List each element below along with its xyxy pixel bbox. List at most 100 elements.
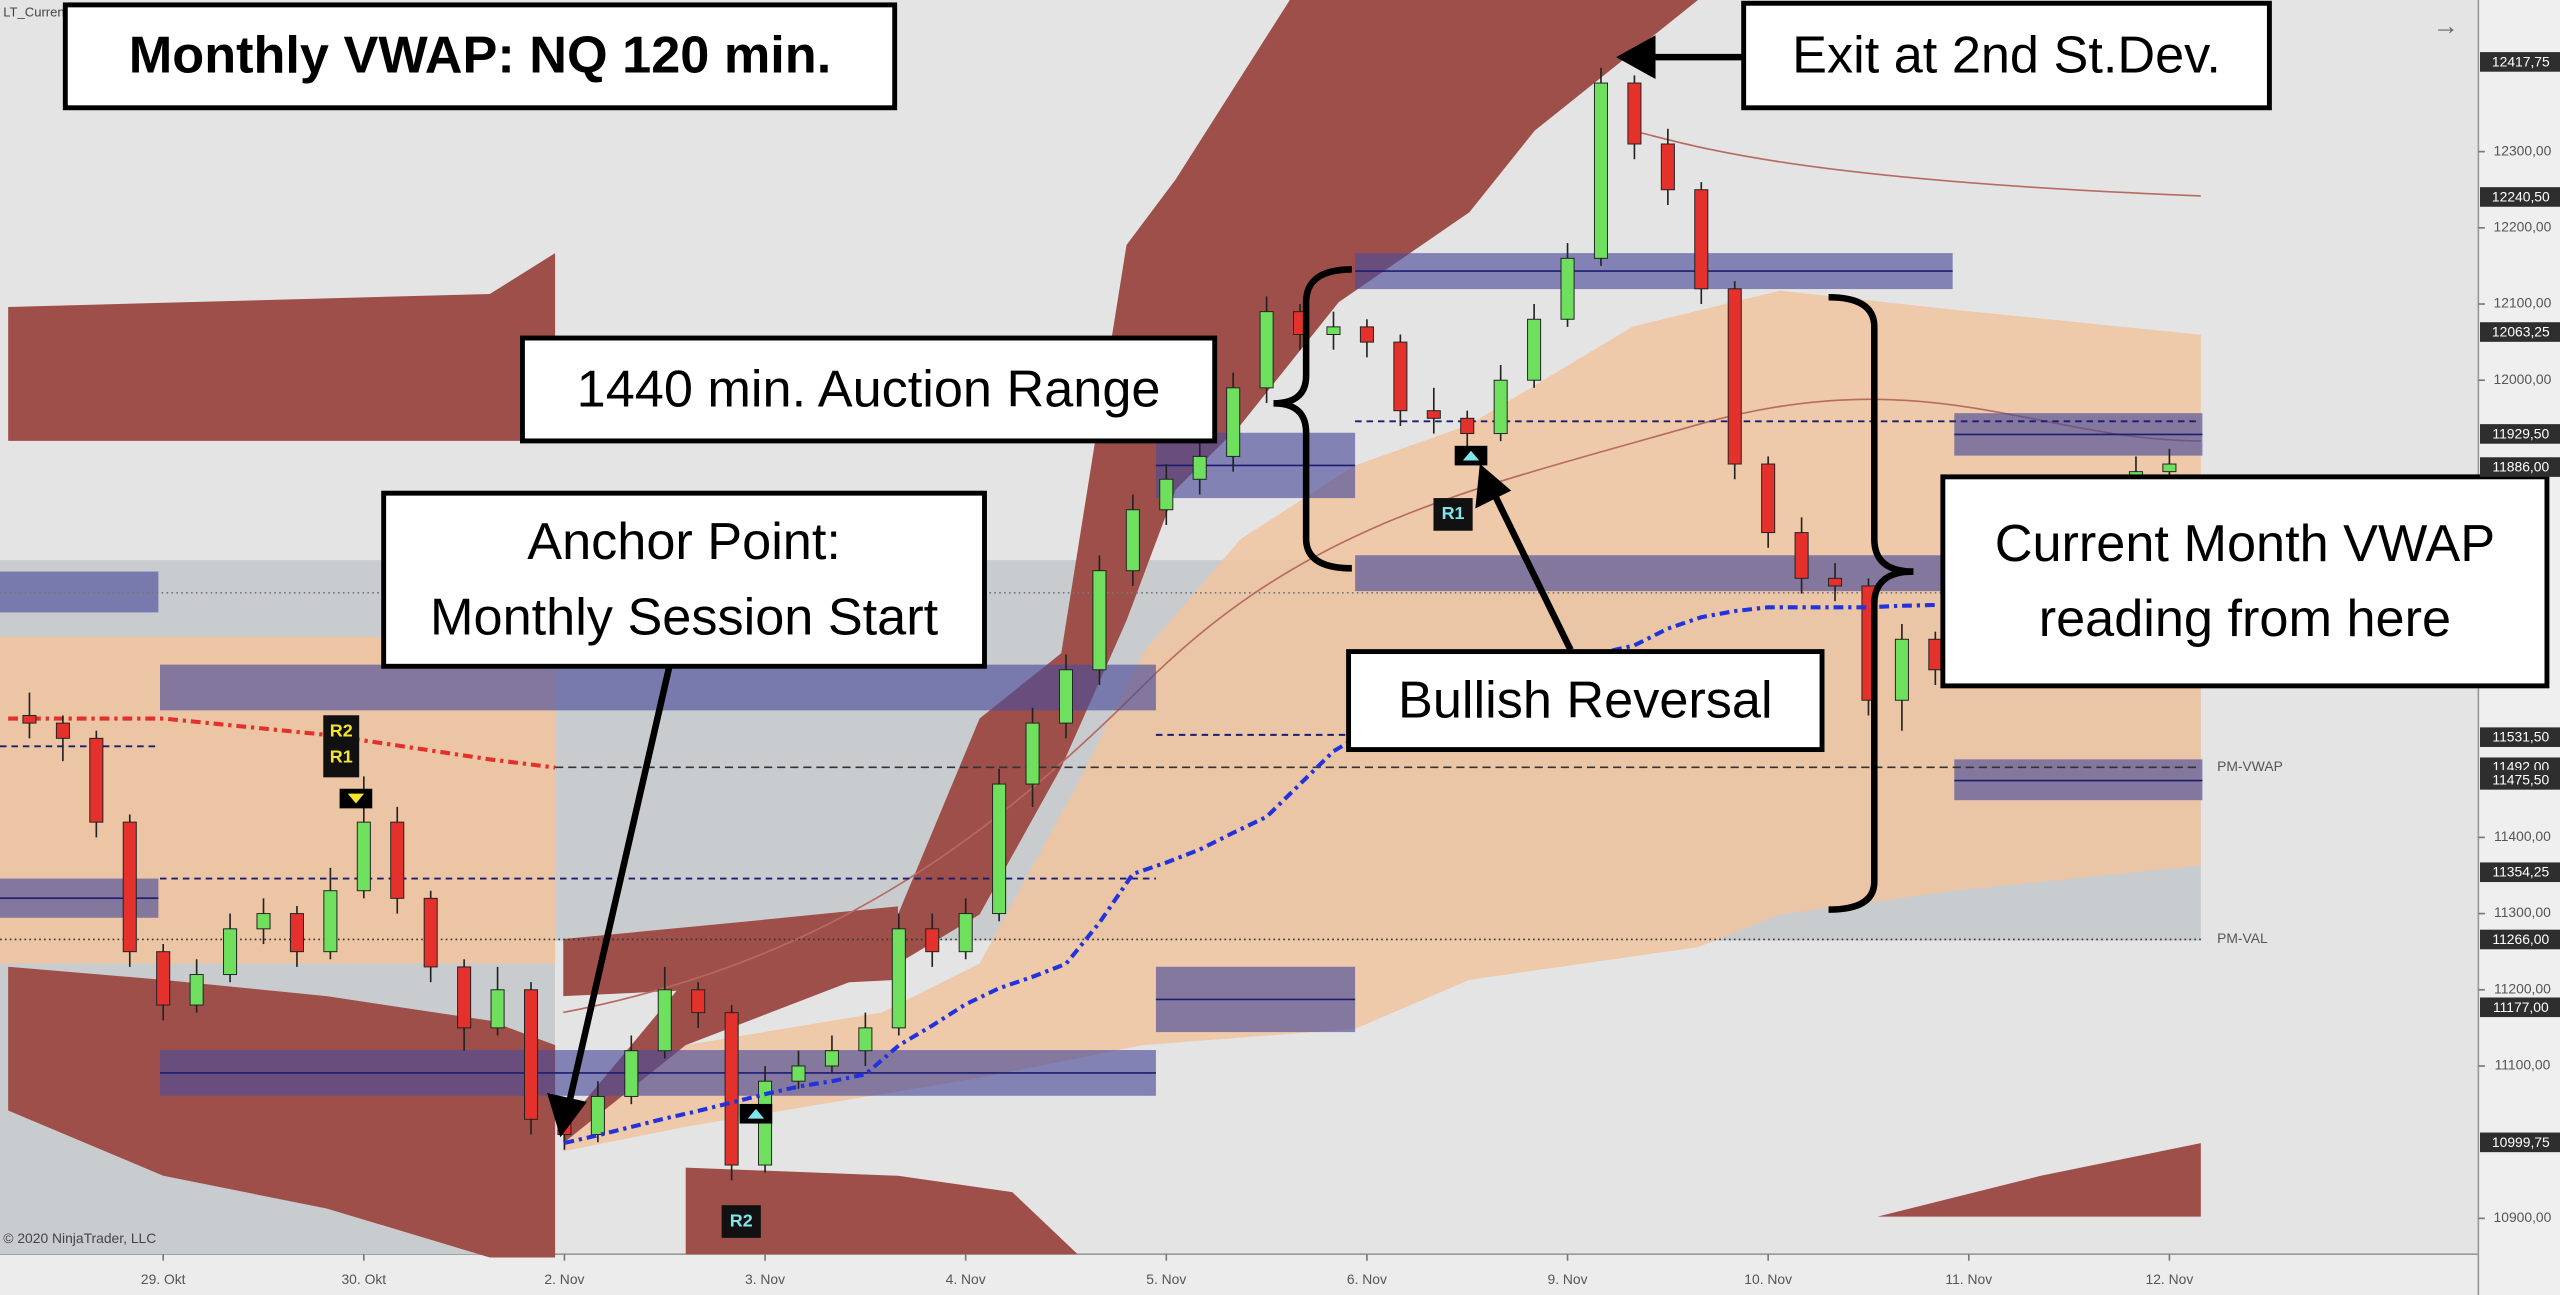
price-marker-label: 11266,00 xyxy=(2492,931,2549,947)
candle-body xyxy=(1326,326,1341,335)
annotation-text: 1440 min. Auction Range xyxy=(577,361,1161,419)
time-axis-panel xyxy=(0,1254,2479,1295)
price-marker xyxy=(2480,929,2560,950)
candle-body xyxy=(1761,463,1776,534)
arrow xyxy=(564,665,673,1108)
candle-body xyxy=(1226,387,1241,457)
auction-range xyxy=(1954,759,2203,801)
candle-body xyxy=(390,821,405,899)
candle-body xyxy=(1593,82,1608,259)
annotation-text: Bullish Reversal xyxy=(1398,672,1773,730)
price-marker xyxy=(2480,727,2560,747)
y-tick-label: 12000,00 xyxy=(2494,371,2552,387)
price-marker-label: 12417,75 xyxy=(2492,53,2550,69)
price-marker xyxy=(2480,1132,2560,1153)
candle-body xyxy=(523,989,539,1120)
x-tick-label: 10. Nov xyxy=(1744,1271,1792,1287)
source-label: LT_Curren xyxy=(3,5,64,20)
y-tick-label: 11100,00 xyxy=(2495,1057,2551,1073)
signal-marker xyxy=(1462,450,1480,461)
x-tick-label: 11. Nov xyxy=(1945,1271,1992,1287)
signal-label: R1 xyxy=(330,746,353,766)
candle-body xyxy=(457,966,472,1029)
candle-body xyxy=(858,1027,873,1052)
panel-icon[interactable]: → xyxy=(2433,11,2459,41)
price-marker-label: 11886,00 xyxy=(2492,459,2549,475)
y-tick-label: 10900,00 xyxy=(2494,1209,2552,1225)
price-marker-label: 11929,50 xyxy=(2492,425,2549,441)
deviation-band xyxy=(563,906,898,997)
price-marker-label: 12063,25 xyxy=(2492,323,2550,339)
candle-body xyxy=(490,989,505,1029)
candle-body xyxy=(122,821,137,953)
y-tick-label: 11400,00 xyxy=(2494,828,2551,844)
candle-body xyxy=(1660,143,1675,191)
candle-body xyxy=(423,897,438,968)
level-label: PM-VWAP xyxy=(2217,758,2283,774)
candle-body xyxy=(1694,189,1709,290)
level-label: PM-VAL xyxy=(2217,930,2268,946)
brace xyxy=(1828,293,1914,913)
candle-body xyxy=(1426,410,1441,419)
signal-marker xyxy=(347,793,365,804)
signal-label: R1 xyxy=(1442,503,1465,523)
prior-vwap xyxy=(8,716,556,770)
candle-body xyxy=(189,974,204,1006)
candle-body xyxy=(55,722,70,739)
candle-body xyxy=(992,783,1007,915)
price-marker-label: 11354,25 xyxy=(2492,864,2549,880)
brace xyxy=(1273,266,1352,572)
signal-label: R2 xyxy=(730,1210,753,1230)
candle-body xyxy=(1928,638,1943,671)
arrowhead xyxy=(547,1093,587,1138)
arrow xyxy=(1489,488,1574,652)
y-tick-label: 12100,00 xyxy=(2494,295,2552,311)
candle-body xyxy=(2162,463,2177,473)
candle-body xyxy=(323,890,338,953)
candle-body xyxy=(1627,82,1642,145)
annotation-text: Current Month VWAP xyxy=(1995,515,2495,573)
candle-body xyxy=(1828,577,1843,587)
x-tick-label: 5. Nov xyxy=(1146,1271,1186,1287)
candle-body xyxy=(791,1065,806,1082)
candle-body xyxy=(590,1095,605,1136)
annotations: R2 R1 R1 R2 Monthly VWAP: NQ 120 min. Exit at… xyxy=(62,0,2550,1238)
price-marker xyxy=(2480,862,2560,883)
candle-body xyxy=(657,989,672,1052)
candle-body xyxy=(925,928,940,953)
deviation-band xyxy=(1877,1143,2201,1217)
candle-body xyxy=(891,928,906,1029)
deviation-band xyxy=(563,0,1698,1144)
x-tick-label: 12. Nov xyxy=(2146,1271,2194,1287)
price-marker-label: 11177,00 xyxy=(2493,999,2549,1015)
candle-body xyxy=(1460,417,1475,435)
price-marker-label: 12240,50 xyxy=(2492,188,2550,204)
candle-body xyxy=(1025,722,1040,785)
candle-body xyxy=(1359,326,1374,343)
y-tick-label: 11200,00 xyxy=(2494,980,2551,996)
candle-body xyxy=(89,737,104,823)
auction-range xyxy=(1355,555,1943,592)
title-box xyxy=(62,2,898,111)
candle-body xyxy=(724,1012,739,1166)
signal-box xyxy=(1433,498,1473,531)
annotation-box xyxy=(1346,649,1825,753)
x-tick-label: 4. Nov xyxy=(946,1271,986,1287)
candle-body xyxy=(256,913,271,930)
x-tick-label: 29. Okt xyxy=(141,1271,186,1287)
vwap-line xyxy=(563,602,1936,1145)
candle-body xyxy=(1259,311,1274,389)
annotation-box xyxy=(381,490,987,669)
candle-body xyxy=(1192,455,1207,480)
price-marker xyxy=(2480,457,2560,477)
x-tick-label: 9. Nov xyxy=(1548,1271,1588,1287)
price-marker xyxy=(2480,997,2560,1018)
candle-body xyxy=(1092,570,1107,671)
candle-body xyxy=(1794,532,1809,579)
annotation-text: Monthly Session Start xyxy=(430,588,939,646)
x-tick-label: 2. Nov xyxy=(544,1271,584,1287)
annotation-box xyxy=(520,335,1218,444)
deviation-band xyxy=(8,253,556,441)
